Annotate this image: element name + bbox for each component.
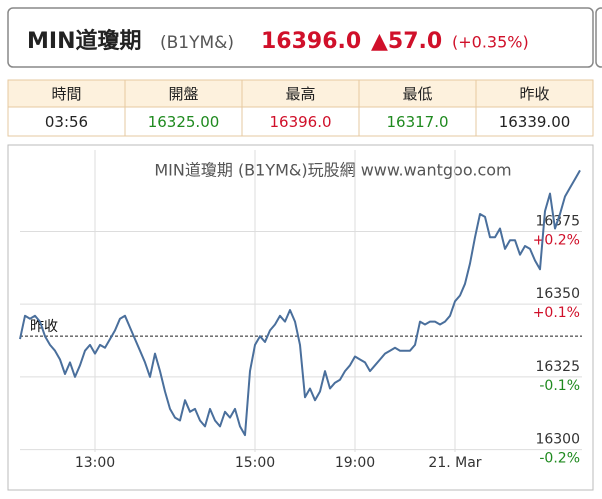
x-tick-label: 15:00: [235, 455, 275, 471]
y-tick-label: 16350: [535, 286, 580, 302]
table-header-bg: [7, 79, 594, 108]
chart-box: [7, 144, 594, 491]
next-box-edge: [595, 7, 602, 68]
table-header: 最高: [285, 85, 315, 103]
y-tick-label: 16325: [535, 359, 580, 375]
x-tick-label: 19:00: [335, 455, 375, 471]
table-cell: 16339.00: [499, 113, 571, 131]
quote-code: (B1YM&): [160, 33, 234, 53]
chart: MIN道瓊期 (B1YM&)玩股網 www.wantgoo.com 13:00 1…: [19, 150, 582, 471]
quote-change-pct: (+0.35%): [452, 33, 529, 52]
x-tick-label: 13:00: [75, 455, 115, 471]
table-row-border: [7, 106, 594, 137]
y-tick-label: 16300: [535, 432, 580, 448]
y-change-label: -0.1%: [539, 378, 580, 394]
y-change-label: +0.1%: [533, 305, 580, 321]
y-change-label: -0.2%: [539, 451, 580, 467]
y-change-label: +0.2%: [533, 232, 580, 248]
quote-name: MIN道瓊期: [27, 28, 142, 54]
quote-change: ▲57.0: [371, 29, 442, 54]
table-header: 時間: [51, 85, 81, 103]
price-line: [19, 169, 581, 437]
table-cell: 16317.0: [386, 113, 448, 131]
quote-table: 時間 開盤 最高 最低 昨收 03:56 16325.00 16396.0 16317.0 163…: [7, 79, 594, 137]
table-cell: 03:56: [45, 113, 88, 131]
table-header: 最低: [402, 85, 432, 103]
chart-title: MIN道瓊期 (B1YM&)玩股網 www.wantgoo.com: [154, 161, 511, 180]
table-cell: 16325.00: [148, 113, 220, 131]
header-box: [7, 7, 594, 68]
table-header: 昨收: [519, 85, 549, 103]
reference-label: 昨收: [30, 319, 58, 335]
x-tick-label: 21. Mar: [428, 455, 481, 471]
table-header: 開盤: [168, 85, 198, 103]
quote-price: 16396.0: [261, 29, 361, 54]
table-cell: 16396.0: [269, 113, 331, 131]
